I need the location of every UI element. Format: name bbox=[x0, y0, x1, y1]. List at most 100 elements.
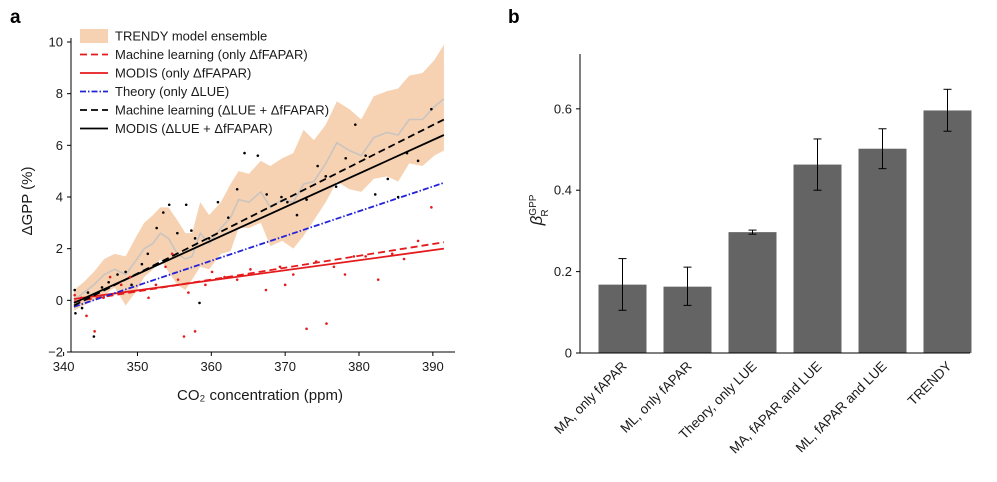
red-point-7 bbox=[128, 275, 132, 279]
panel-a-axes: −2 0 2 4 6 8 10 340 350 360 370 380 390 bbox=[48, 35, 455, 374]
black-point-31 bbox=[316, 164, 319, 168]
black-point-3 bbox=[86, 291, 90, 294]
black-point-7 bbox=[116, 273, 119, 276]
red-point-27 bbox=[325, 322, 328, 325]
red-point-24 bbox=[291, 273, 295, 276]
black-point-36 bbox=[364, 154, 367, 157]
black-point-18 bbox=[193, 237, 197, 240]
legend-label: Theory (only ΔLUE) bbox=[115, 84, 229, 99]
y-tick-label: 10 bbox=[49, 35, 63, 50]
b-y-tick-label: 0 bbox=[565, 346, 572, 361]
y-tick-label: 6 bbox=[56, 138, 63, 153]
red-point-23 bbox=[283, 283, 287, 287]
y-tick-label: −2 bbox=[48, 345, 63, 360]
black-point-35 bbox=[354, 123, 357, 126]
red-point-33 bbox=[390, 252, 394, 256]
panel-a-xlabel: CO₂ concentration (ppm) bbox=[177, 387, 343, 404]
red-point-3 bbox=[93, 330, 96, 333]
red-point-6 bbox=[119, 283, 123, 287]
red-point-32 bbox=[376, 278, 380, 281]
black-point-1 bbox=[74, 311, 77, 315]
ensemble-band-layer bbox=[73, 44, 445, 311]
legend-label: Machine learning (only ΔfFAPAR) bbox=[115, 47, 308, 62]
black-point-28 bbox=[286, 200, 289, 204]
black-point-41 bbox=[416, 159, 420, 163]
black-point-23 bbox=[235, 187, 239, 191]
black-point-27 bbox=[280, 195, 283, 199]
black-point-10 bbox=[140, 262, 144, 266]
black-point-15 bbox=[176, 231, 179, 235]
red-point-31 bbox=[364, 255, 367, 258]
red-point-13 bbox=[182, 335, 186, 338]
x-tick-label: 340 bbox=[53, 359, 75, 374]
x-tick-label: 370 bbox=[274, 359, 296, 374]
panel-a-label: a bbox=[10, 7, 21, 28]
panel-b-ylabel: βGPPR bbox=[527, 194, 551, 226]
black-point-34 bbox=[344, 156, 348, 160]
y-tick-label: 4 bbox=[56, 190, 63, 205]
black-point-5 bbox=[100, 286, 104, 289]
black-point-16 bbox=[184, 203, 188, 207]
black-point-22 bbox=[226, 216, 230, 219]
black-point-6 bbox=[107, 280, 110, 284]
black-point-0 bbox=[73, 288, 76, 292]
y-tick-label: 0 bbox=[56, 293, 63, 308]
series-line-3 bbox=[73, 181, 445, 308]
red-point-30 bbox=[352, 255, 356, 258]
black-point-9 bbox=[130, 283, 133, 287]
black-point-40 bbox=[405, 151, 409, 155]
b-y-tick-label: 0.2 bbox=[554, 264, 572, 279]
black-point-32 bbox=[324, 175, 328, 178]
b-y-tick-label: 0.6 bbox=[554, 101, 572, 116]
black-point-39 bbox=[396, 195, 400, 199]
bar-3 bbox=[793, 164, 842, 353]
x-tick-label: 390 bbox=[422, 359, 444, 374]
panel-b-ylabel-text: βGPPR bbox=[527, 194, 551, 226]
ylabel-sup: GPP bbox=[528, 194, 539, 215]
black-point-13 bbox=[162, 211, 165, 214]
black-point-17 bbox=[190, 229, 193, 232]
bar-5 bbox=[923, 110, 972, 353]
black-point-11 bbox=[146, 252, 150, 256]
panel-a: a −2 0 2 4 6 8 10 340 350 360 370 380 390 ΔGPP (%) C… bbox=[10, 7, 455, 404]
y-tick-label: 8 bbox=[56, 86, 63, 101]
red-point-10 bbox=[164, 265, 167, 269]
black-point-37 bbox=[373, 193, 377, 196]
black-point-30 bbox=[305, 198, 308, 201]
ensemble-mean-line bbox=[73, 98, 445, 301]
black-point-20 bbox=[207, 237, 211, 240]
red-point-14 bbox=[187, 291, 190, 294]
black-point-24 bbox=[243, 151, 246, 155]
red-point-9 bbox=[154, 283, 158, 287]
black-point-33 bbox=[334, 185, 338, 188]
legend-label: MODIS (ΔLUE + ΔfFAPAR) bbox=[115, 121, 273, 136]
b-y-tick-label: 0.4 bbox=[554, 183, 572, 198]
ensemble-band bbox=[73, 44, 444, 311]
ylabel-beta: β bbox=[527, 215, 546, 226]
red-point-18 bbox=[223, 275, 226, 279]
black-point-8 bbox=[124, 270, 127, 274]
legend: TRENDY model ensemble Machine learning (o… bbox=[80, 29, 329, 136]
y-tick-label: 2 bbox=[56, 241, 63, 256]
bar-2 bbox=[728, 232, 777, 353]
red-point-29 bbox=[343, 273, 347, 276]
black-point-19 bbox=[198, 301, 201, 305]
regression-lines-layer bbox=[73, 118, 445, 308]
red-point-28 bbox=[332, 265, 336, 269]
black-point-2 bbox=[80, 306, 84, 310]
black-point-26 bbox=[265, 193, 268, 196]
red-point-11 bbox=[170, 252, 174, 256]
red-point-12 bbox=[176, 278, 180, 281]
red-point-26 bbox=[314, 260, 318, 263]
red-point-1 bbox=[80, 296, 83, 300]
panel-a-ylabel: ΔGPP (%) bbox=[19, 167, 36, 236]
red-point-17 bbox=[210, 270, 214, 274]
x-tick-label: 360 bbox=[200, 359, 222, 374]
red-point-2 bbox=[85, 314, 88, 318]
red-point-0 bbox=[73, 293, 76, 297]
panel-b-label: b bbox=[508, 7, 520, 28]
legend-swatch-band bbox=[80, 29, 108, 43]
red-point-15 bbox=[193, 330, 197, 333]
